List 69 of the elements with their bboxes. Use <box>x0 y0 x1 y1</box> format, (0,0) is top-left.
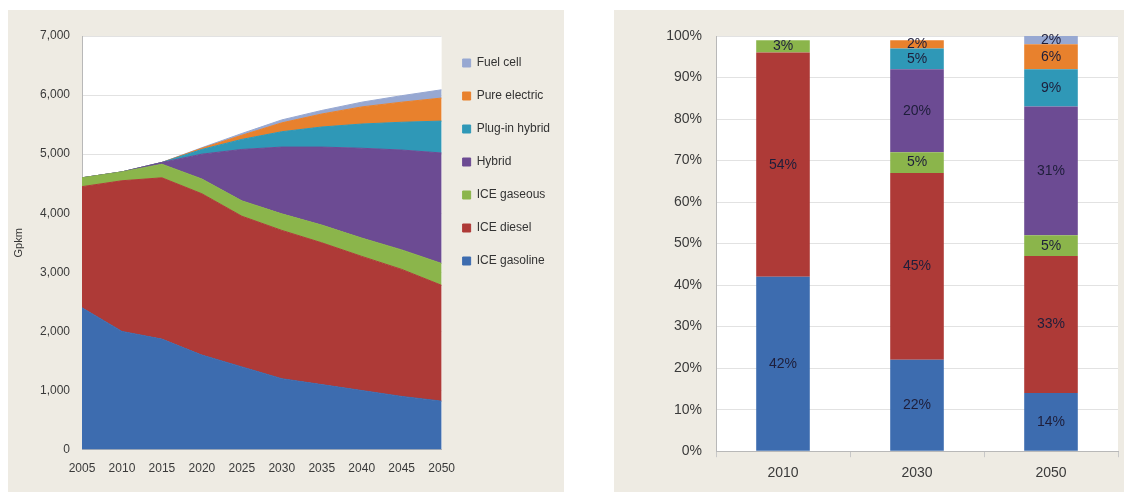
legend-label: ICE diesel <box>476 220 532 235</box>
y-tick-label: 50% <box>673 234 702 251</box>
y-tick-label: 5,000 <box>39 146 71 161</box>
x-tick-label: 2020 <box>188 461 216 476</box>
legend-label: ICE gasoline <box>476 253 545 268</box>
x-tick-label: 2050 <box>1035 464 1067 481</box>
y-tick-label: 3,000 <box>39 264 71 279</box>
data-label: 3% <box>772 37 794 54</box>
data-label: 20% <box>902 101 932 118</box>
x-tick-label: 2040 <box>348 461 376 476</box>
x-tick-label: 2030 <box>268 461 296 476</box>
data-label: 45% <box>902 257 932 274</box>
data-label: 2% <box>1040 31 1062 48</box>
bar <box>1024 44 1078 70</box>
legend-label: Hybrid <box>476 154 512 169</box>
x-tick-label: 2035 <box>308 461 336 476</box>
data-label: 31% <box>1036 161 1066 178</box>
bar <box>756 276 810 451</box>
bar <box>890 48 944 70</box>
bar <box>890 359 944 451</box>
data-label: 5% <box>1040 236 1062 253</box>
data-label: 22% <box>902 396 932 413</box>
y-tick-label: 0 <box>63 441 71 456</box>
bar <box>1024 106 1078 236</box>
y-tick-label: 30% <box>673 317 702 334</box>
data-label: 2% <box>906 35 928 52</box>
x-tick-label: 2010 <box>108 461 136 476</box>
data-label: 14% <box>1036 412 1066 429</box>
y-tick-label: 1,000 <box>39 382 71 397</box>
y-tick-label: 4,000 <box>39 205 71 220</box>
bar <box>756 52 810 277</box>
data-label: 5% <box>906 49 928 66</box>
y-tick-label: 100% <box>666 26 702 43</box>
y-tick-label: 2,000 <box>39 323 71 338</box>
bar <box>890 152 944 174</box>
bar <box>890 173 944 360</box>
data-label: 5% <box>906 153 928 170</box>
y-tick-label: 40% <box>673 275 702 292</box>
y-tick-label: 60% <box>673 192 702 209</box>
data-label: 42% <box>768 354 798 371</box>
data-label: 54% <box>768 155 798 172</box>
y-tick-label: 70% <box>673 151 702 168</box>
x-tick-label: 2050 <box>428 461 456 476</box>
y-tick-label: 20% <box>673 359 702 376</box>
x-tick-label: 2025 <box>228 461 256 476</box>
y-tick-label: 80% <box>673 109 702 126</box>
bar <box>1024 235 1078 257</box>
data-label: 6% <box>1040 47 1062 64</box>
y-tick-label: 7,000 <box>39 28 71 43</box>
x-tick-label: 2030 <box>901 464 933 481</box>
legend-label: ICE gaseous <box>476 187 546 202</box>
x-tick-label: 2005 <box>68 461 96 476</box>
y-axis-title: Gpkm <box>11 228 24 258</box>
x-tick-label: 2045 <box>388 461 416 476</box>
legend-label: Plug-in hybrid <box>476 121 550 136</box>
bar <box>890 69 944 153</box>
bar <box>1024 393 1078 451</box>
y-tick-label: 90% <box>673 68 702 85</box>
y-tick-label: 10% <box>673 400 702 417</box>
legend-label: Fuel cell <box>476 55 522 70</box>
y-tick-label: 6,000 <box>39 87 71 102</box>
legend-label: Pure electric <box>476 88 544 103</box>
x-tick-label: 2015 <box>148 461 176 476</box>
bar <box>1024 69 1078 107</box>
data-label: 9% <box>1040 78 1062 95</box>
bar <box>1024 256 1078 394</box>
y-tick-label: 0% <box>681 442 702 459</box>
data-label: 33% <box>1036 315 1066 332</box>
x-tick-label: 2010 <box>767 464 799 481</box>
